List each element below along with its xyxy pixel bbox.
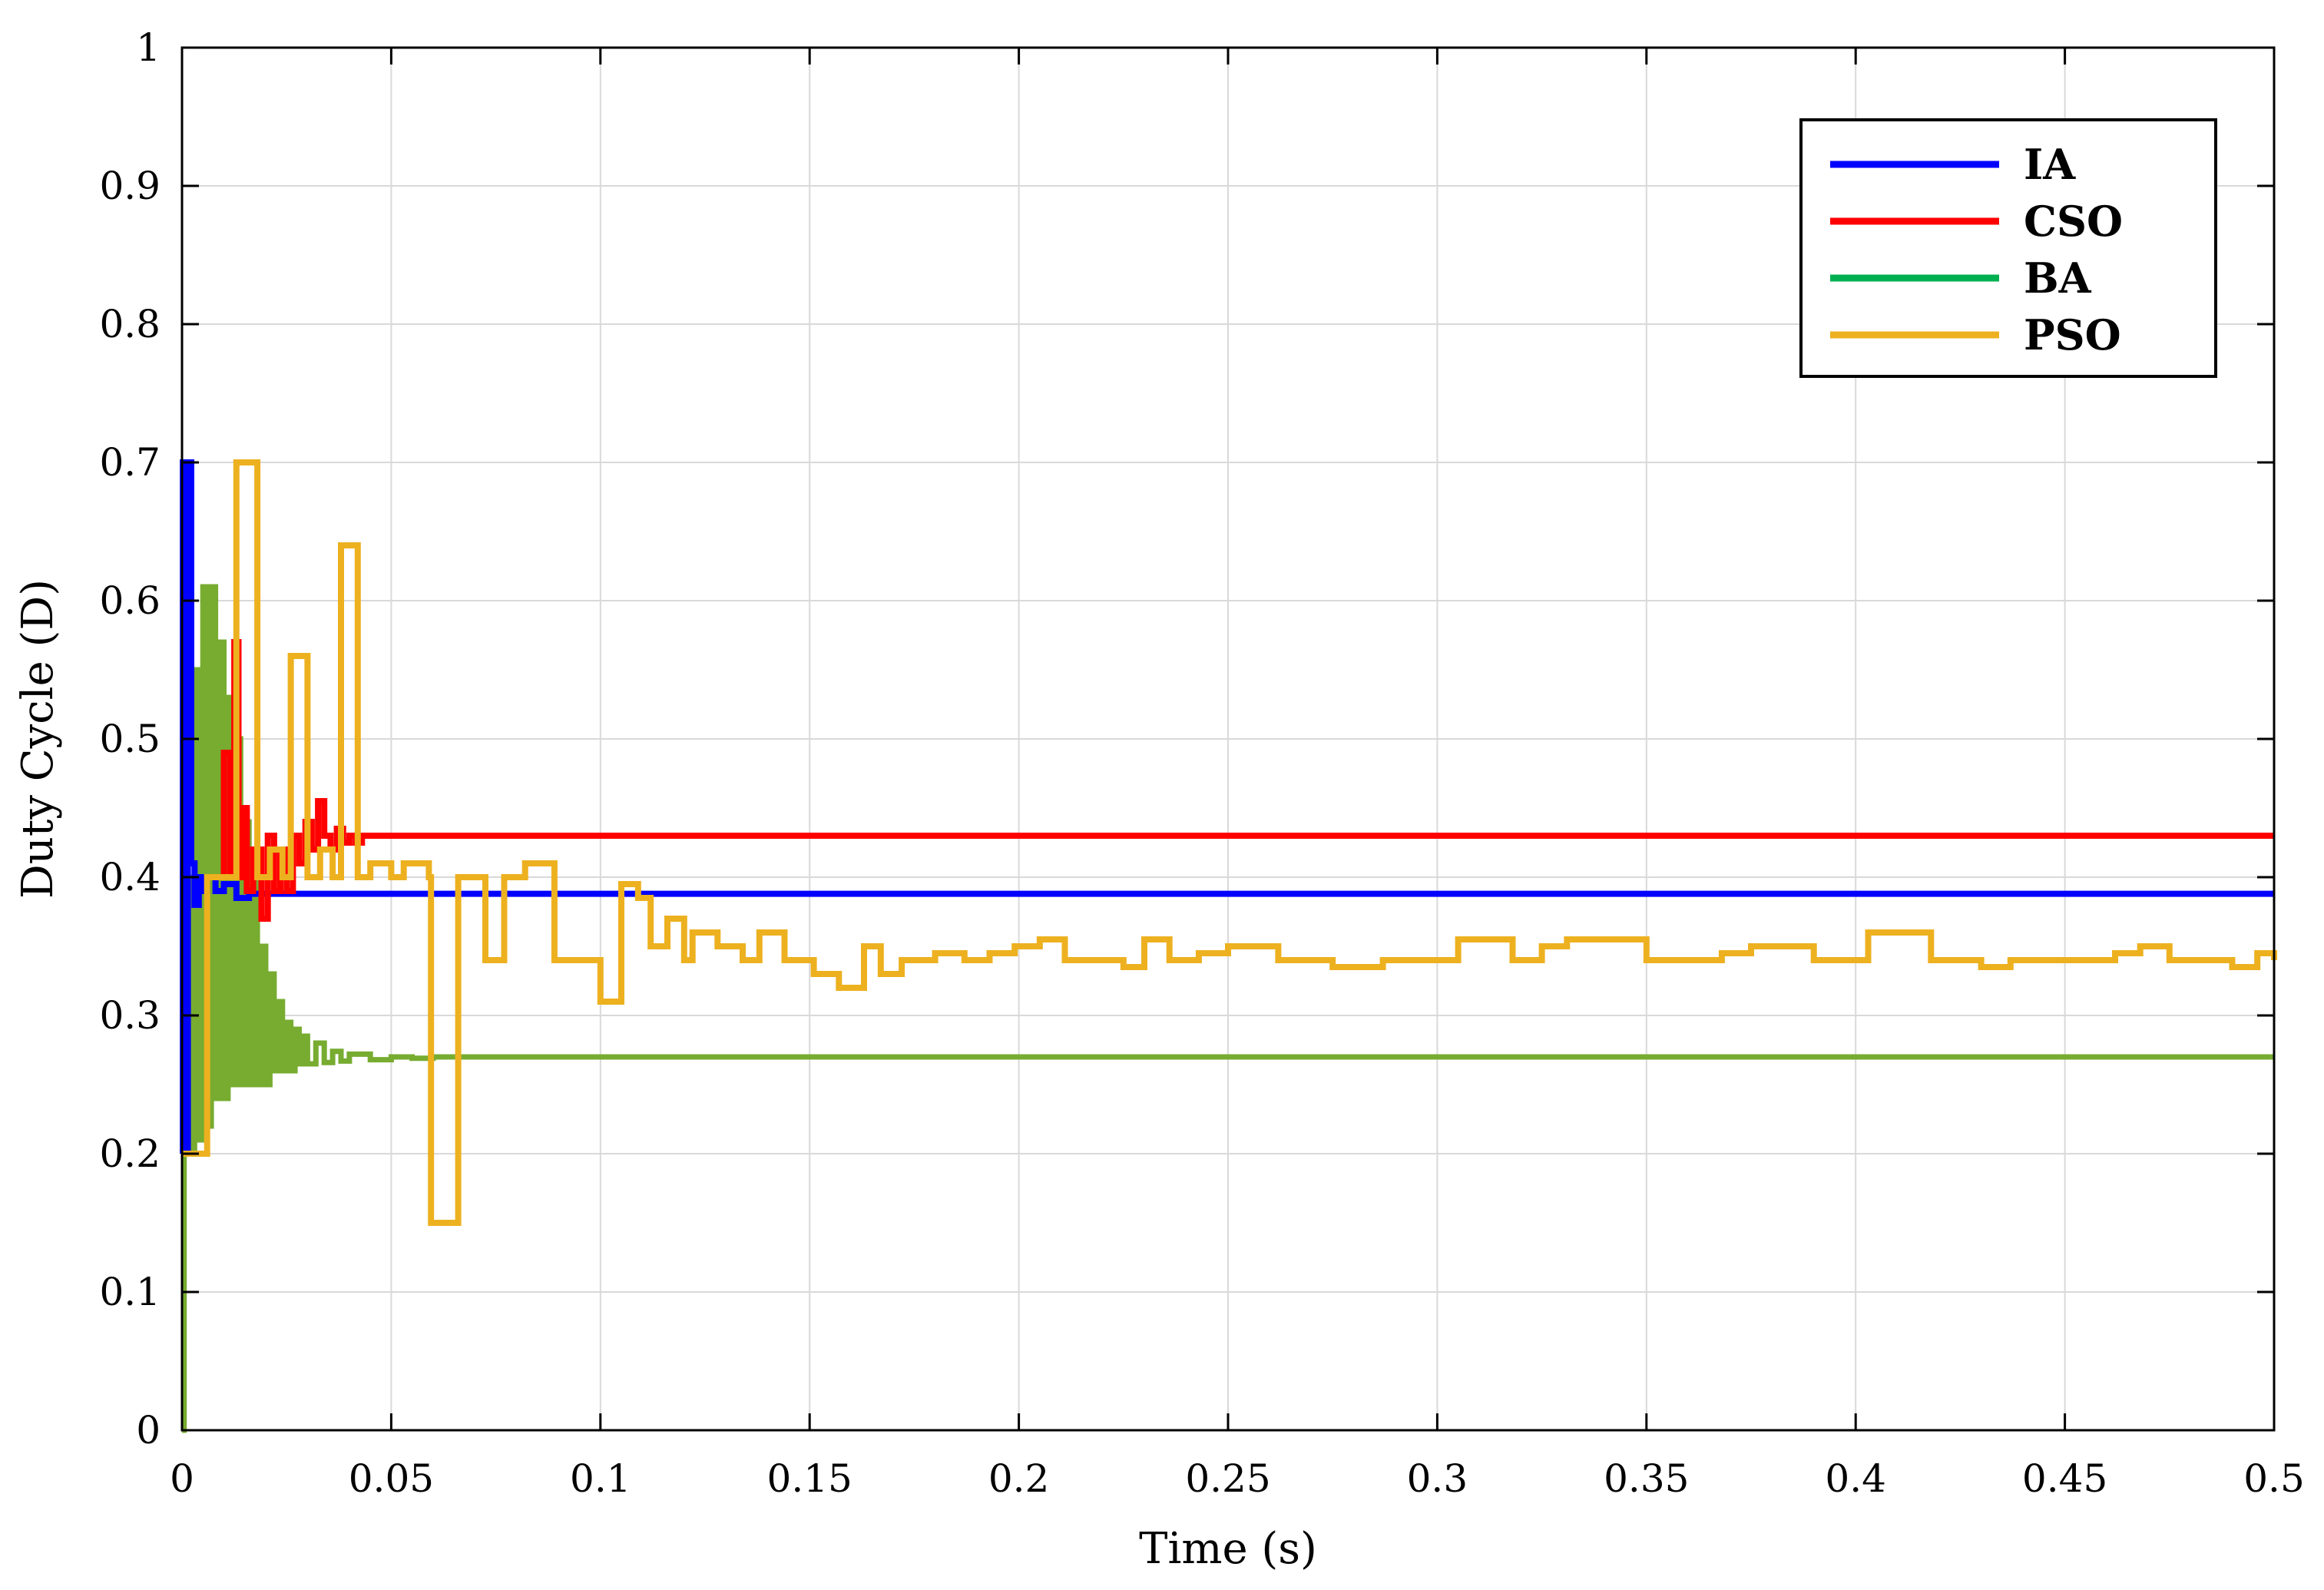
series-line-ba bbox=[181, 584, 2274, 1433]
tick-marks bbox=[180, 46, 2276, 1432]
x-tick-label: 0 bbox=[170, 1456, 194, 1501]
x-tick-label: 0.45 bbox=[2022, 1456, 2107, 1501]
legend: IA CSO BA PSO bbox=[1799, 118, 2217, 378]
series-line-pso bbox=[182, 459, 2277, 1226]
x-tick-label: 0.05 bbox=[349, 1456, 434, 1501]
y-tick-label: 0.3 bbox=[99, 993, 161, 1038]
y-tick-label: 0.1 bbox=[99, 1270, 161, 1314]
x-tick-label: 0.2 bbox=[988, 1456, 1050, 1501]
legend-label-ba: BA bbox=[2024, 253, 2092, 303]
legend-label-pso: PSO bbox=[2024, 310, 2121, 359]
x-tick-label: 0.1 bbox=[570, 1456, 631, 1501]
x-tick-label: 0.35 bbox=[1604, 1456, 1689, 1501]
y-tick-labels: 0 0.1 0.2 0.3 0.4 0.5 0.6 0.7 0.8 0.9 1 bbox=[99, 25, 161, 1453]
x-tick-labels: 0 0.05 0.1 0.15 0.2 0.25 0.3 0.35 0.4 0.45 0.5 bbox=[170, 1456, 2305, 1501]
y-tick-label: 0 bbox=[136, 1408, 161, 1453]
y-tick-label: 0.8 bbox=[99, 302, 161, 346]
legend-label-cso: CSO bbox=[2024, 197, 2123, 246]
x-tick-label: 0.4 bbox=[1825, 1456, 1886, 1501]
y-tick-label: 0.9 bbox=[99, 164, 161, 208]
x-tick-label: 0.3 bbox=[1407, 1456, 1468, 1501]
y-axis-title: Duty Cycle (D) bbox=[13, 579, 63, 899]
legend-label-ia: IA bbox=[2024, 140, 2076, 189]
y-tick-label: 1 bbox=[136, 25, 161, 70]
y-tick-label: 0.4 bbox=[99, 855, 161, 899]
y-tick-label: 0.6 bbox=[99, 578, 161, 623]
y-tick-label: 0.5 bbox=[99, 717, 161, 761]
x-tick-label: 0.5 bbox=[2243, 1456, 2305, 1501]
y-tick-label: 0.2 bbox=[99, 1131, 161, 1176]
x-tick-label: 0.25 bbox=[1185, 1456, 1270, 1501]
x-axis-title: Time (s) bbox=[1139, 1524, 1317, 1574]
x-tick-label: 0.15 bbox=[767, 1456, 852, 1501]
y-tick-label: 0.7 bbox=[99, 440, 161, 485]
